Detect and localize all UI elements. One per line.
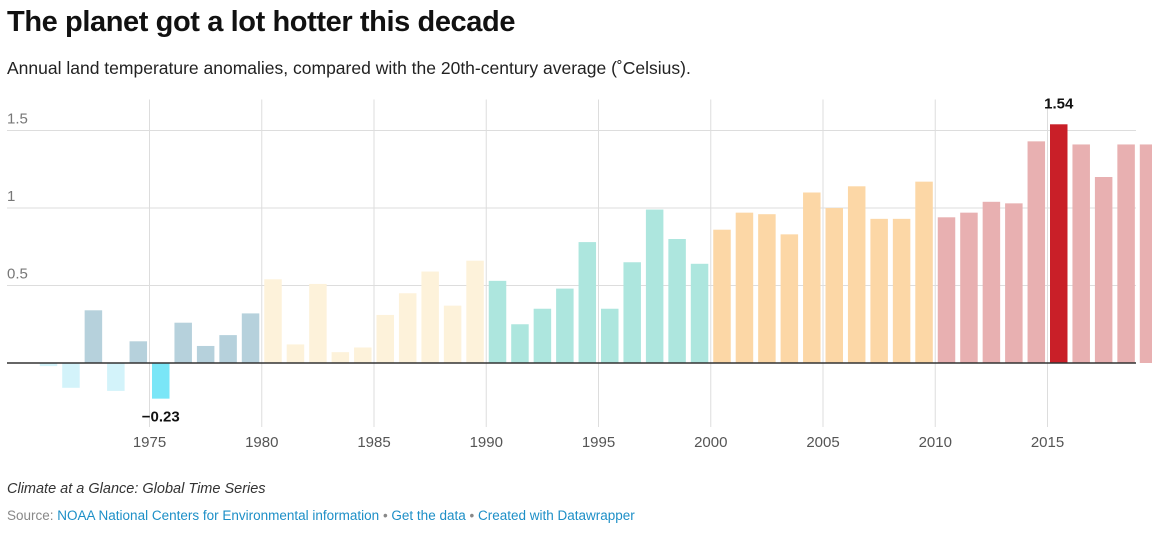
bar-1974 (129, 341, 148, 363)
bar-1983 (331, 352, 350, 363)
bar-2016 (1072, 144, 1090, 363)
bar-2009 (915, 181, 933, 363)
source-line: Source: NOAA National Centers for Enviro… (7, 508, 635, 523)
bar-1984 (354, 347, 372, 363)
chart-subtitle: Annual land temperature anomalies, compa… (7, 58, 691, 78)
max-value-label: 1.54 (1044, 95, 1074, 112)
bar-2013 (1005, 203, 1023, 363)
bar-1981 (286, 344, 305, 363)
bar-2002 (758, 214, 776, 363)
bar-2010 (937, 217, 956, 363)
bar-2011 (960, 212, 978, 363)
bar-1996 (623, 262, 641, 363)
bar-2007 (870, 218, 888, 363)
chart-title: The planet got a lot hotter this decade (7, 6, 516, 38)
x-tick-label: 1980 (245, 434, 278, 451)
bar-2008 (892, 218, 911, 363)
x-tick-label: 1985 (357, 434, 390, 451)
bar-1971 (62, 363, 80, 388)
bar-1975 (152, 363, 170, 399)
separator: • (465, 508, 478, 523)
bar-2005 (825, 208, 843, 363)
bar-1986 (398, 293, 417, 363)
bar-1995 (601, 308, 619, 363)
x-tick-label: 2000 (694, 434, 727, 451)
bar-2019 (1139, 144, 1152, 363)
bar-1987 (421, 271, 439, 363)
bar-1991 (511, 324, 529, 363)
bar-1979 (241, 313, 260, 363)
bar-1982 (309, 283, 327, 363)
get-data-link[interactable]: Get the data (391, 508, 466, 523)
bar-2004 (803, 192, 821, 363)
x-tick-label: 2005 (806, 434, 839, 451)
bar-1994 (578, 242, 597, 363)
bar-2017 (1094, 177, 1113, 363)
separator: • (379, 508, 392, 523)
bar-1970 (39, 363, 58, 367)
bar-2012 (982, 201, 1001, 363)
bar-2000 (713, 229, 731, 363)
x-tick-label: 1995 (582, 434, 615, 451)
bar-1973 (107, 363, 125, 391)
min-value-label: −0.23 (142, 409, 180, 426)
bar-1976 (174, 322, 192, 363)
bar-2015 (1050, 124, 1068, 363)
bars (39, 124, 1152, 399)
bar-1972 (84, 310, 103, 363)
bar-1978 (219, 335, 237, 363)
bar-1989 (466, 260, 484, 363)
bar-2006 (847, 186, 866, 363)
bar-1993 (556, 288, 574, 363)
bar-1988 (443, 305, 462, 363)
bar-2014 (1027, 141, 1046, 363)
x-tick-label: 2015 (1031, 434, 1064, 451)
x-tick-label: 2010 (919, 434, 952, 451)
bar-1997 (645, 209, 664, 363)
bar-1980 (264, 279, 282, 363)
y-tick-label: 1.5 (7, 111, 28, 128)
x-tick-label: 1990 (470, 434, 503, 451)
bar-2018 (1117, 144, 1135, 363)
y-tick-label: 0.5 (7, 266, 28, 283)
source-prefix: Source: (7, 508, 58, 523)
bar-1977 (196, 345, 215, 363)
bar-2003 (780, 234, 799, 363)
y-tick-label: 1 (7, 188, 15, 205)
source-link[interactable]: NOAA National Centers for Environmental … (57, 508, 380, 523)
chart-notes: Climate at a Glance: Global Time Series (7, 481, 266, 497)
datawrapper-credit-link[interactable]: Created with Datawrapper (477, 508, 635, 523)
x-tick-label: 1975 (133, 434, 166, 451)
bar-1998 (668, 239, 686, 363)
annotations: 0.5 1 1.5 1975 1980 1985 1990 1995 2000 2005 2010 2… (7, 95, 1074, 451)
bar-chart: 0.5 1 1.5 1975 1980 1985 1990 1995 2000 2005 2010 2… (7, 95, 1152, 451)
bar-1992 (533, 308, 552, 363)
bar-1999 (690, 263, 709, 363)
bar-1990 (488, 280, 507, 363)
bar-1985 (376, 314, 394, 363)
bar-2001 (735, 212, 754, 363)
